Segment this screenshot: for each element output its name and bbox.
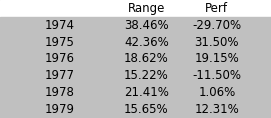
Text: 19.15%: 19.15% (194, 53, 239, 65)
Text: 1978: 1978 (45, 86, 75, 99)
Text: -11.50%: -11.50% (192, 69, 241, 82)
Text: 1979: 1979 (45, 103, 75, 116)
Bar (0, 67, 271, 84)
Bar (0, 51, 271, 67)
Bar (0, 101, 271, 118)
Text: Perf: Perf (205, 2, 228, 15)
Text: 38.46%: 38.46% (124, 19, 169, 32)
Text: 18.62%: 18.62% (124, 53, 169, 65)
Text: 1975: 1975 (45, 36, 75, 49)
Bar (0, 17, 271, 34)
Text: 1974: 1974 (45, 19, 75, 32)
Bar (0, 34, 271, 51)
Bar (0, 0, 271, 17)
Text: -29.70%: -29.70% (192, 19, 241, 32)
Text: Range: Range (128, 2, 165, 15)
Text: 12.31%: 12.31% (194, 103, 239, 116)
Text: 21.41%: 21.41% (124, 86, 169, 99)
Text: 1976: 1976 (45, 53, 75, 65)
Text: 1.06%: 1.06% (198, 86, 235, 99)
Text: 42.36%: 42.36% (124, 36, 169, 49)
Text: 31.50%: 31.50% (195, 36, 239, 49)
Bar (0, 84, 271, 101)
Text: 15.65%: 15.65% (124, 103, 169, 116)
Text: 15.22%: 15.22% (124, 69, 169, 82)
Text: 1977: 1977 (45, 69, 75, 82)
